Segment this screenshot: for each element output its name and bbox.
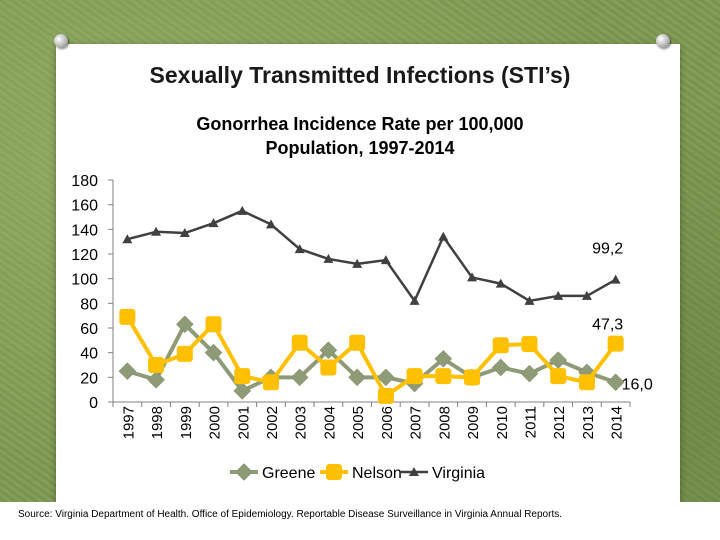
data-point-greene [175,315,194,334]
data-point-nelson [320,359,337,376]
pushpin-icon [54,34,68,48]
data-point-greene [377,368,395,387]
data-point-nelson [464,369,481,386]
data-point-greene [233,382,252,400]
legend-marker-virginia [409,467,419,476]
data-point-virginia [237,205,248,215]
y-tick-label: 80 [80,296,98,313]
x-tick-label: 2012 [551,406,568,439]
data-point-nelson [119,308,136,325]
x-tick-label: 1997 [120,406,137,439]
data-point-nelson [607,335,624,352]
x-tick-label: 2006 [379,406,396,439]
data-point-nelson [492,337,509,354]
data-point-nelson [435,368,452,385]
legend-marker-greene [235,463,253,481]
x-tick-label: 2000 [207,406,224,439]
data-point-greene [118,362,137,381]
y-tick-label: 160 [71,198,98,215]
series-line-virginia [127,209,617,303]
chart-title: Gonorrhea Incidence Rate per 100,000 Pop… [0,112,720,160]
data-point-nelson [578,374,595,391]
data-label-nelson: 47,3 [592,317,623,334]
data-point-nelson [377,387,394,404]
x-tick-label: 2014 [609,406,626,439]
data-point-greene [434,349,453,368]
data-point-nelson [262,374,279,391]
data-point-virginia [409,295,420,305]
data-point-greene [147,370,165,389]
data-point-greene [204,343,223,362]
data-point-nelson [406,368,423,385]
data-point-greene [520,364,539,383]
x-tick-label: 1998 [149,406,166,439]
slide-title: Sexually Transmitted Infections (STI’s) [149,62,571,88]
chart-title-line-2: Population, 1997-2014 [265,138,455,158]
x-tick-label: 2011 [522,406,539,438]
y-tick-label: 0 [89,395,98,412]
data-point-greene [290,368,309,387]
legend-label-greene: Greene [262,465,315,482]
legend-label-virginia: Virginia [432,465,485,482]
data-point-nelson [291,334,308,351]
data-point-virginia [122,234,133,244]
data-point-virginia [467,272,478,282]
data-point-virginia [151,226,162,236]
data-point-nelson [205,316,222,333]
data-point-virginia [438,231,449,241]
pushpin-icon [656,34,670,48]
x-tick-label: 1999 [178,406,195,439]
x-tick-label: 2002 [264,406,281,439]
x-tick-label: 2005 [350,406,367,439]
data-point-nelson [349,334,366,351]
y-tick-label: 180 [71,173,98,190]
data-point-nelson [550,368,567,385]
data-point-virginia [208,218,219,228]
y-tick-label: 140 [71,222,98,239]
series-line-nelson [125,315,618,398]
data-point-greene [319,341,338,360]
x-tick-label: 2008 [436,406,453,439]
y-tick-label: 40 [80,346,98,363]
data-point-virginia [294,244,305,254]
data-point-virginia [323,253,334,263]
data-point-nelson [176,345,193,362]
x-tick-label: 2004 [321,406,338,439]
data-point-nelson [521,336,538,353]
source-citation: Source: Virginia Department of Health. O… [0,502,720,540]
data-label-greene: 16,0 [622,376,653,393]
data-point-greene [549,351,568,369]
data-label-virginia: 99,2 [592,241,623,258]
data-point-greene [606,373,625,392]
y-tick-label: 100 [71,272,98,289]
data-point-virginia [553,290,564,300]
data-point-greene [491,358,510,377]
legend-label-nelson: Nelson [352,465,402,482]
data-point-virginia [179,228,190,238]
data-point-nelson [234,368,251,385]
x-tick-label: 2013 [580,406,597,439]
chart-title-line-1: Gonorrhea Incidence Rate per 100,000 [196,114,524,134]
data-point-virginia [581,290,592,300]
x-tick-label: 2009 [465,406,482,439]
data-point-greene [348,368,366,387]
x-tick-label: 2007 [408,406,425,439]
data-point-virginia [610,274,621,284]
x-tick-label: 2003 [293,406,310,439]
x-tick-label: 2010 [494,406,511,439]
data-point-virginia [352,258,363,268]
data-point-virginia [524,295,535,305]
data-point-virginia [380,255,391,265]
y-tick-label: 60 [80,321,98,338]
y-tick-label: 120 [71,247,98,264]
y-tick-label: 20 [80,370,98,387]
slide-card [56,44,680,502]
legend-marker-nelson [326,464,342,480]
data-point-nelson [148,357,165,373]
data-point-virginia [265,219,276,229]
data-point-virginia [495,278,506,288]
x-tick-label: 2001 [235,406,252,439]
